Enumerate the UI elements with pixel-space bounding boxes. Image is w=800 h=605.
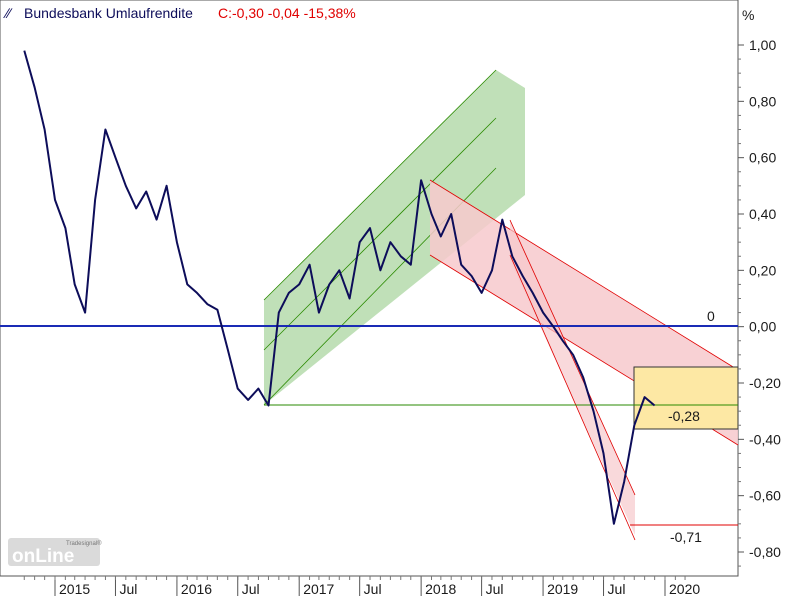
x-tick-label: Jul [364, 581, 382, 597]
x-tick-label: 2019 [547, 581, 578, 597]
highlight-box [633, 366, 739, 430]
zero-level-label: 0 [707, 308, 715, 324]
y-tick-label: 0,40 [749, 206, 776, 222]
x-tick-label: Jul [608, 581, 626, 597]
x-tick-label: Jul [119, 581, 137, 597]
up-channel-mid-line [263, 117, 497, 351]
y-tick-label: 1,00 [749, 37, 776, 53]
y-tick-label: -0,20 [749, 375, 781, 391]
steep-channel-top-line [509, 219, 636, 496]
y-tick-label: 0,60 [749, 150, 776, 166]
x-tick-label: Jul [486, 581, 504, 597]
steep-channel-bottom-line [509, 254, 636, 541]
logo-background [8, 538, 100, 566]
price-series-line [23, 50, 656, 525]
logo-brand-main: onLine [12, 546, 74, 567]
instrument-quote: C:-0,30 -0,04 -15,38% [218, 5, 356, 21]
y-tick-label: 0,20 [749, 262, 776, 278]
y-tick-label: 0,00 [749, 319, 776, 335]
up-channel-top-line [263, 69, 497, 301]
y-axis-unit-label: % [742, 7, 754, 23]
x-tick-label: 2015 [59, 581, 90, 597]
x-tick-label: 2018 [425, 581, 456, 597]
down-channel-top-line [429, 179, 739, 371]
x-axis: 2015 Jul 2016 Jul 2017 Jul 2018 Jul 2019 Jul 2020 [23, 576, 700, 597]
logo-brand-small: Tradesignal® [66, 540, 102, 547]
level-value-label: -0,28 [668, 408, 700, 424]
y-axis: 1,00 0,80 0,60 0,40 0,20 0,00 -0,20 -0,40 -0,60 -… [738, 37, 781, 567]
chart-title: ∕∕ Bundesbank Umlaufrendite C:-0,30 -0,0… [3, 5, 356, 21]
x-tick-label: 2020 [669, 581, 700, 597]
x-tick-label: Jul [242, 581, 260, 597]
y-tick-label: -0,60 [749, 488, 781, 504]
low-value-label: -0,71 [670, 529, 702, 545]
y-tick-label: -0,80 [749, 544, 781, 560]
instrument-name: Bundesbank Umlaufrendite [24, 5, 193, 21]
x-tick-label: 2017 [303, 581, 334, 597]
x-tick-label: 2016 [181, 581, 212, 597]
tradesignal-logo: Tradesignal® onLine [8, 538, 102, 567]
steep-channel [510, 220, 635, 535]
title-chart-icon: ∕∕ [3, 5, 13, 21]
y-tick-label: -0,40 [749, 431, 781, 447]
y-tick-label: 0,80 [749, 93, 776, 109]
